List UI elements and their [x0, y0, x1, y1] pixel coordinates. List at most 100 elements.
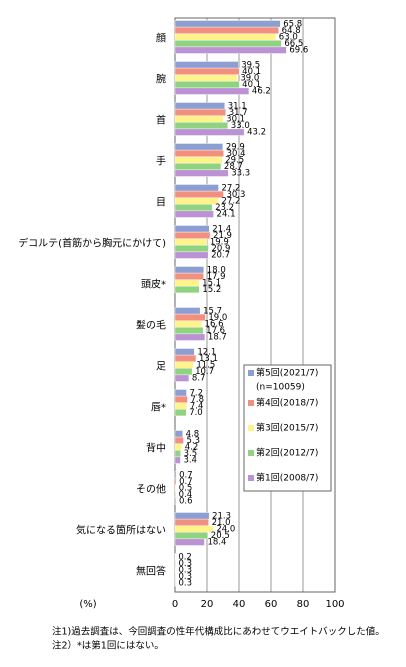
value-label: 69.6: [289, 46, 308, 56]
value-label: 7.0: [189, 408, 203, 418]
bar: [175, 267, 204, 274]
value-label: 18.4: [207, 538, 226, 548]
x-tick-label: 20: [201, 599, 214, 610]
bar: [175, 252, 208, 259]
bar: [175, 204, 212, 211]
bar: [175, 450, 181, 457]
bar: [175, 21, 280, 28]
y-tick-label: 気になる箇所はない: [76, 524, 166, 537]
value-label: 8.7: [192, 374, 206, 384]
bar: [175, 34, 276, 41]
bar: [175, 409, 186, 416]
bar: [175, 163, 221, 170]
bar: [175, 513, 209, 520]
bar: [175, 62, 238, 69]
legend-label: 第2回(2012/7): [256, 447, 318, 459]
legend-label: 第4回(2018/7): [256, 397, 318, 409]
bar: [175, 245, 208, 252]
bar: [175, 314, 205, 321]
legend-swatch: [248, 370, 254, 376]
bar: [175, 532, 208, 539]
bar: [175, 472, 176, 479]
bar: [175, 47, 286, 54]
value-label: 0.6: [179, 497, 193, 507]
value-label: 3.4: [183, 456, 197, 466]
bar: [175, 109, 226, 116]
bar: [175, 478, 176, 485]
legend-swatch: [248, 400, 254, 406]
bar: [175, 211, 214, 218]
bar: [175, 334, 205, 341]
bar: [175, 403, 187, 410]
value-label: 33.3: [231, 169, 250, 179]
bar: [175, 75, 237, 82]
x-tick-label: 0: [172, 599, 178, 610]
legend-label: 第5回(2021/7): [256, 367, 318, 379]
value-label: 43.2: [247, 128, 266, 138]
bar: [175, 437, 183, 444]
bar: [175, 498, 176, 505]
bar: [175, 122, 228, 129]
bar: [175, 349, 194, 356]
y-tick-label: 手: [156, 155, 166, 168]
y-tick-label: 顔: [156, 32, 166, 45]
legend-label: 第3回(2015/7): [256, 422, 318, 434]
x-tick-label: 80: [297, 599, 310, 610]
note: 注1)過去調査は、今回調査の性年代構成比にあわせてウエイトバックした値。: [52, 626, 385, 638]
bar: [175, 355, 196, 362]
bar: [175, 280, 199, 287]
bar: [175, 68, 239, 75]
value-label: 24.1: [217, 210, 236, 220]
bar: [175, 157, 222, 164]
x-axis-label: (%): [79, 599, 96, 610]
y-tick-label: 髪の毛: [136, 320, 166, 332]
legend-label: 第1回(2008/7): [256, 472, 318, 484]
bar: [175, 485, 176, 492]
bar: [175, 185, 219, 192]
bar: [175, 273, 204, 280]
bar: [175, 88, 249, 95]
legend-note: (n=10059): [256, 383, 305, 393]
bar: [175, 239, 207, 246]
bar: [175, 191, 223, 198]
bar: [175, 431, 183, 438]
bar: [175, 40, 281, 47]
bar: [175, 491, 176, 498]
bar: [175, 170, 228, 177]
y-tick-label: 背中: [146, 442, 166, 455]
bar: [175, 321, 202, 328]
bar: [175, 390, 187, 397]
y-tick-label: 腕: [156, 73, 166, 86]
value-label: 46.2: [252, 87, 271, 97]
bar: [175, 150, 224, 157]
bar: [175, 81, 239, 88]
bar: [175, 457, 180, 464]
bar: [175, 232, 210, 239]
bar: [175, 539, 204, 546]
y-tick-label: 頭皮*: [141, 278, 166, 291]
note: 注2）*は第1回にはない。: [52, 640, 164, 652]
x-tick-label: 40: [233, 599, 246, 610]
bar: [175, 526, 213, 533]
y-tick-label: その他: [136, 483, 166, 496]
y-tick-label: 足: [156, 361, 166, 373]
bar: [175, 368, 192, 375]
legend-swatch: [248, 450, 254, 456]
bar: [175, 519, 209, 526]
legend-swatch: [248, 425, 254, 431]
bar: [175, 198, 219, 205]
bar: [175, 327, 203, 334]
value-label: 18.7: [208, 333, 227, 343]
bar: [175, 375, 189, 382]
y-tick-label: 目: [156, 198, 166, 209]
y-tick-label: 無回答: [136, 565, 166, 578]
bar: [175, 27, 279, 34]
y-tick-label: デコルテ(首筋から胸元にかけて): [18, 237, 166, 250]
value-label: 15.2: [202, 285, 221, 295]
bar: [175, 226, 209, 233]
bar: [175, 444, 182, 451]
bar: [175, 308, 200, 315]
y-tick-label: 唇*: [151, 402, 166, 414]
bar: [175, 103, 225, 110]
